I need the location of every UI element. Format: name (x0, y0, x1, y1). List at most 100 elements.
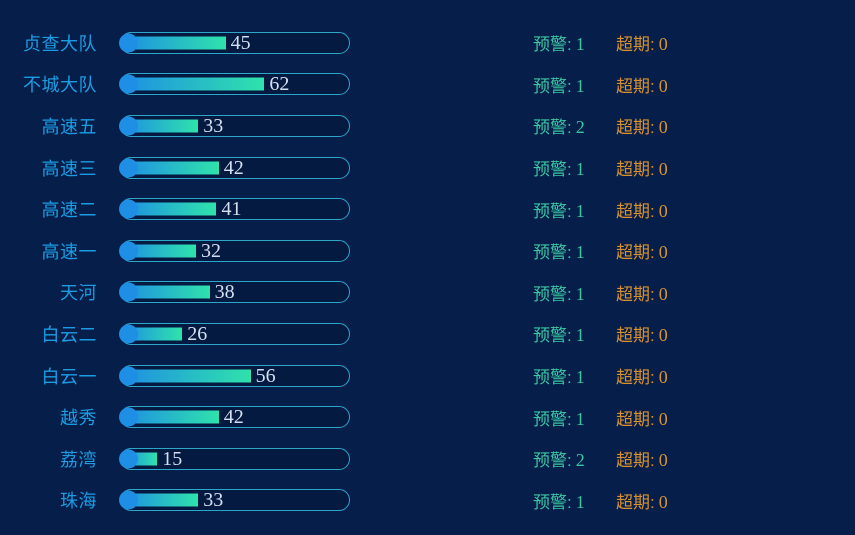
bar-fill (123, 493, 199, 507)
overdue-stat: 超期: 0 (616, 363, 736, 388)
overdue-label: 超期: (616, 201, 655, 221)
progress-bar: 62 (119, 73, 350, 96)
warning-stat: 预警: 1 (533, 197, 616, 222)
warning-value: 1 (575, 242, 585, 263)
progress-bar: 33 (119, 489, 350, 512)
bar-fill (123, 119, 199, 133)
table-row: 珠海 33 预警: 1 超期: 0 (0, 480, 855, 522)
bar-fill (123, 77, 265, 91)
bar-value: 45 (230, 31, 251, 54)
bar-value: 62 (269, 73, 290, 96)
brigade-label: 高速三 (41, 158, 97, 179)
bar-fill (123, 161, 219, 175)
overdue-stat: 超期: 0 (616, 30, 736, 55)
table-row: 高速二 41 预警: 1 超期: 0 (0, 188, 855, 230)
overdue-label: 超期: (616, 76, 655, 96)
bar-cap-circle (119, 449, 138, 469)
warning-label: 预警: (533, 368, 572, 388)
overdue-stat: 超期: 0 (616, 72, 736, 97)
table-row: 天河 38 预警: 1 超期: 0 (0, 272, 855, 314)
brigade-label: 珠海 (60, 491, 97, 512)
bar-fill (123, 410, 219, 424)
overdue-value: 0 (658, 450, 668, 471)
progress-bar: 33 (119, 114, 350, 137)
progress-bar: 26 (119, 322, 350, 345)
overdue-value: 0 (658, 117, 668, 138)
warning-label: 预警: (533, 118, 572, 138)
brigade-label: 不城大队 (23, 75, 97, 96)
warning-value: 2 (575, 117, 585, 138)
warning-stat: 预警: 1 (533, 488, 616, 513)
warning-stat: 预警: 1 (533, 321, 616, 346)
overdue-value: 0 (658, 34, 668, 55)
bar-cap-circle (119, 366, 138, 386)
table-row: 高速一 32 预警: 1 超期: 0 (0, 230, 855, 272)
overdue-stat: 超期: 0 (616, 197, 736, 222)
bar-cap-circle (119, 324, 138, 344)
progress-bar: 45 (119, 31, 350, 54)
warning-label: 预警: (533, 160, 572, 180)
brigade-label: 天河 (60, 283, 97, 304)
bar-fill (123, 244, 196, 258)
table-row: 白云一 56 预警: 1 超期: 0 (0, 355, 855, 397)
table-row: 白云二 26 预警: 1 超期: 0 (0, 313, 855, 355)
bar-value: 42 (223, 406, 244, 429)
bar-value: 15 (162, 447, 183, 470)
warning-stat: 预警: 2 (533, 113, 616, 138)
overdue-stat: 超期: 0 (616, 155, 736, 180)
progress-bar: 15 (119, 447, 350, 470)
overdue-value: 0 (658, 283, 668, 304)
warning-label: 预警: (533, 326, 572, 346)
table-row: 高速三 42 预警: 1 超期: 0 (0, 147, 855, 189)
bar-cap-circle (119, 407, 138, 427)
table-row: 荔湾 15 预警: 2 超期: 0 (0, 438, 855, 480)
warning-stat: 预警: 1 (533, 155, 616, 180)
bar-value: 32 (200, 239, 221, 262)
table-row: 不城大队 62 预警: 1 超期: 0 (0, 64, 855, 106)
warning-value: 1 (575, 491, 585, 512)
warning-value: 1 (575, 283, 585, 304)
progress-bar: 32 (119, 239, 350, 262)
brigade-label: 高速五 (41, 116, 97, 137)
warning-label: 预警: (533, 409, 572, 429)
brigade-label: 白云二 (41, 324, 97, 345)
warning-label: 预警: (533, 35, 572, 55)
overdue-stat: 超期: 0 (616, 488, 736, 513)
warning-value: 1 (575, 75, 585, 96)
warning-stat: 预警: 1 (533, 363, 616, 388)
brigade-label: 荔湾 (60, 449, 97, 470)
overdue-label: 超期: (616, 451, 655, 471)
table-row: 高速五 33 预警: 2 超期: 0 (0, 105, 855, 147)
progress-bar: 42 (119, 156, 350, 179)
warning-label: 预警: (533, 76, 572, 96)
brigade-label: 高速一 (41, 241, 97, 262)
warning-value: 1 (575, 367, 585, 388)
warning-label: 预警: (533, 451, 572, 471)
warning-value: 1 (575, 200, 585, 221)
progress-bar: 56 (119, 364, 350, 387)
brigade-bar-list: 贞查大队 45 预警: 1 超期: 0 不城大队 62 预警: 1 超期: 0 高速五 … (0, 30, 855, 522)
overdue-label: 超期: (616, 35, 655, 55)
overdue-label: 超期: (616, 492, 655, 512)
warning-stat: 预警: 1 (533, 30, 616, 55)
overdue-stat: 超期: 0 (616, 280, 736, 305)
overdue-value: 0 (658, 200, 668, 221)
overdue-label: 超期: (616, 284, 655, 304)
bar-value: 42 (223, 156, 244, 179)
overdue-value: 0 (658, 75, 668, 96)
bar-value: 41 (221, 198, 242, 221)
bar-fill (123, 369, 251, 383)
bar-fill (123, 327, 183, 341)
overdue-stat: 超期: 0 (616, 446, 736, 471)
progress-bar: 38 (119, 281, 350, 304)
overdue-stat: 超期: 0 (616, 113, 736, 138)
bar-cap-circle (119, 74, 138, 94)
warning-value: 1 (575, 34, 585, 55)
overdue-value: 0 (658, 367, 668, 388)
bar-cap-circle (119, 116, 138, 136)
overdue-value: 0 (658, 491, 668, 512)
bar-cap-circle (119, 199, 138, 219)
overdue-label: 超期: (616, 243, 655, 263)
bar-fill (123, 202, 217, 216)
bar-cap-circle (119, 33, 138, 53)
